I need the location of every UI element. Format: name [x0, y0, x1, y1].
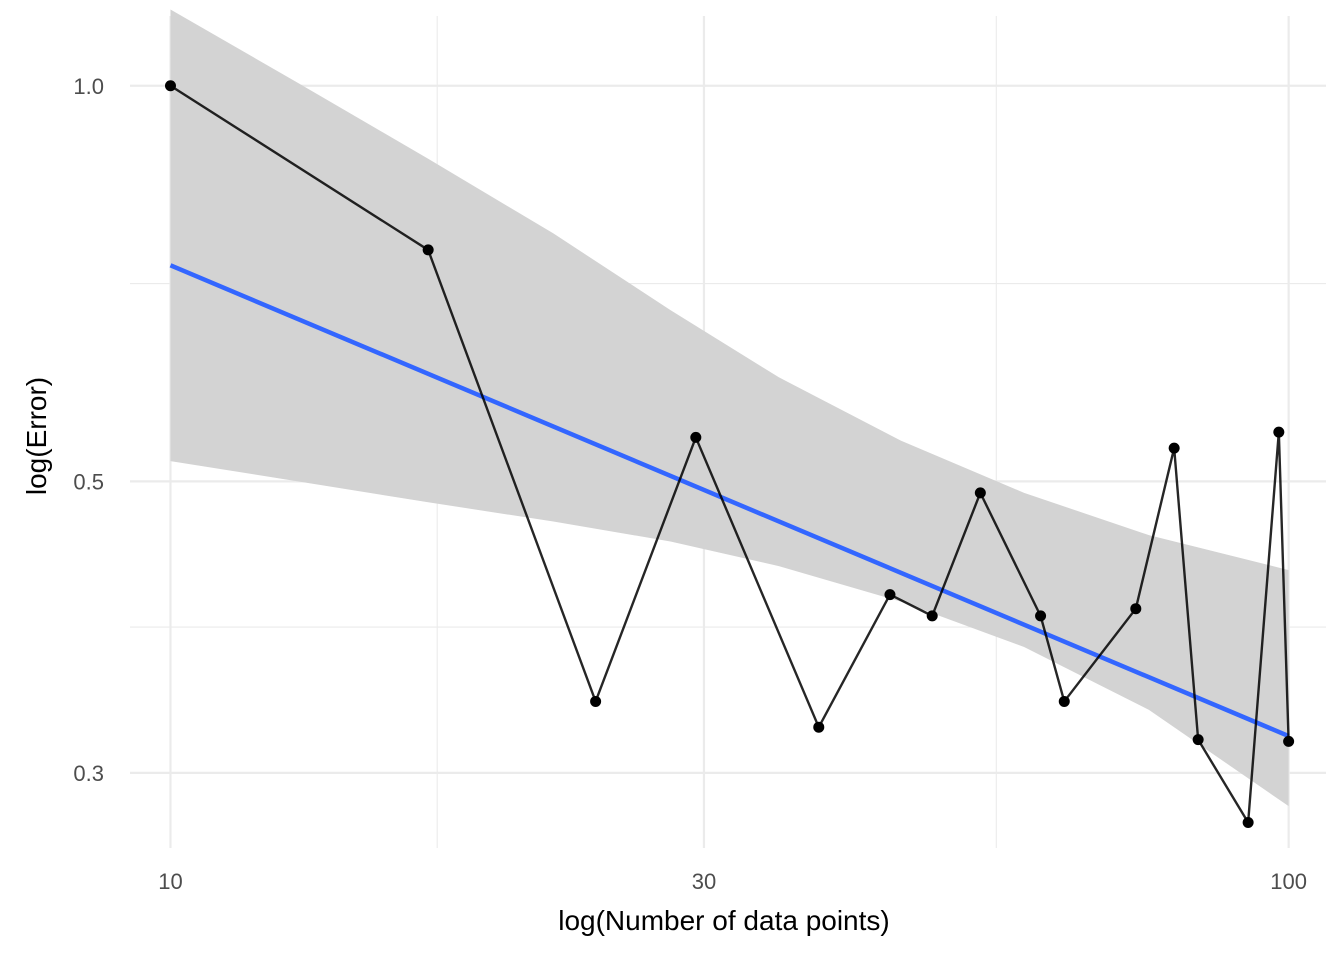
y-tick-label: 0.3 — [73, 761, 104, 786]
data-point — [590, 695, 602, 707]
data-point — [926, 610, 938, 622]
data-point — [1168, 442, 1180, 454]
tick-labels: 10 30 100 0.3 0.5 1.0 — [73, 74, 1307, 894]
x-axis-title: log(Number of data points) — [558, 905, 890, 936]
data-point — [422, 244, 434, 256]
x-tick-label: 30 — [692, 869, 716, 894]
data-point — [1035, 610, 1047, 622]
data-point — [1273, 426, 1285, 438]
y-tick-label: 0.5 — [73, 469, 104, 494]
data-point — [884, 589, 896, 601]
regression-line — [169, 263, 1290, 739]
data-line — [169, 84, 1290, 824]
x-tick-label: 10 — [158, 869, 182, 894]
regression-line-layer — [169, 263, 1290, 739]
data-point — [1130, 603, 1142, 615]
data-point — [1192, 734, 1204, 746]
x-tick-label: 100 — [1270, 869, 1307, 894]
y-axis-title: log(Error) — [21, 377, 52, 495]
data-series-layer — [164, 80, 1295, 829]
data-point — [690, 431, 702, 443]
data-point — [1058, 695, 1070, 707]
data-point — [1242, 817, 1254, 829]
y-tick-label: 1.0 — [73, 74, 104, 99]
confidence-band-layer — [170, 9, 1289, 807]
data-point — [974, 487, 986, 499]
confidence-band — [170, 9, 1289, 807]
data-point — [164, 80, 176, 92]
data-point — [813, 721, 825, 733]
data-point — [1283, 735, 1295, 747]
